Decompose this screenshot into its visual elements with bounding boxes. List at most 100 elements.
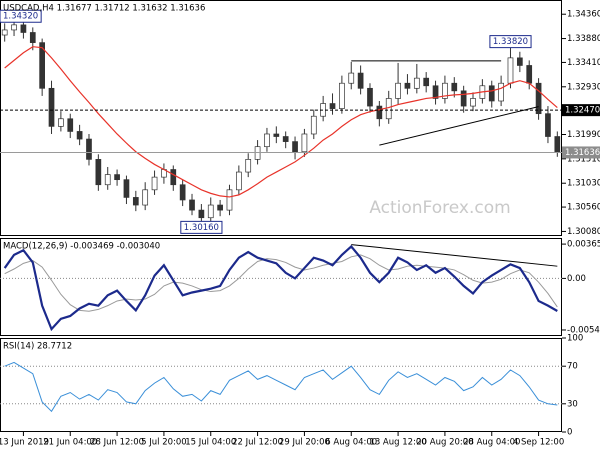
- annotation-box: [180, 220, 223, 234]
- candle-body: [423, 77, 430, 87]
- y-tick-label: 30: [567, 399, 578, 409]
- y-tick-label: 100: [567, 334, 583, 344]
- candle-body: [273, 133, 280, 137]
- candle-body: [264, 133, 270, 148]
- y-tick-label: 1.32930: [567, 82, 600, 92]
- candle-body: [20, 24, 27, 33]
- candle-body: [48, 87, 55, 127]
- y-tick-label: 1.30560: [567, 203, 600, 213]
- y-tick-label: 1.31510: [567, 154, 600, 164]
- candle-body: [339, 82, 345, 109]
- annotation-label: 1.34320: [3, 12, 38, 22]
- candle-body: [376, 105, 383, 120]
- candle-body: [179, 184, 186, 201]
- panel-frame: [0, 338, 562, 432]
- candle-body: [86, 138, 92, 160]
- panel-title: RSI(14) 28.7712: [3, 342, 72, 352]
- candle-body: [545, 113, 551, 137]
- panel-frame: [0, 238, 562, 336]
- candle-body: [385, 98, 392, 120]
- panel-title: USDCAD,H4 1.31677 1.31712 1.31632 1.3163…: [3, 4, 205, 14]
- candle-body: [170, 169, 177, 186]
- x-tick-label: 15 Jul 04:00: [185, 438, 236, 448]
- candle-body: [142, 189, 149, 206]
- candle-body: [1, 29, 8, 36]
- candle-body: [104, 174, 111, 186]
- price-label-box: [562, 146, 600, 159]
- y-tick-label: 0: [567, 428, 572, 438]
- candle-body: [132, 197, 139, 206]
- candle-body: [357, 72, 364, 89]
- candle-body: [114, 174, 120, 181]
- annotation-box: [0, 9, 42, 23]
- x-tick-label: 22 Jul 12:00: [232, 438, 283, 448]
- candle-body: [123, 179, 130, 198]
- x-tick-label: 29 Jul 20:00: [279, 438, 330, 448]
- y-tick-label: 1.34360: [567, 10, 600, 20]
- candle-body: [29, 32, 36, 43]
- y-tick-label: 1.30080: [567, 227, 600, 237]
- candle-body: [217, 204, 223, 211]
- price-label-box: [562, 104, 600, 117]
- candle-body: [292, 141, 298, 153]
- candle-body: [67, 118, 74, 132]
- candle-body: [329, 103, 336, 109]
- candle-body: [535, 82, 542, 115]
- series-line: [3, 244, 558, 332]
- candle-body: [189, 199, 195, 211]
- candle-body: [151, 176, 158, 191]
- candle-body: [413, 77, 420, 89]
- candle-body: [301, 133, 308, 153]
- series-line: [4, 254, 558, 312]
- candle-body: [282, 136, 289, 142]
- x-tick-label: 4 Sep 12:00: [513, 438, 564, 448]
- annotation-label: 1.33820: [493, 37, 528, 47]
- candle-body: [470, 98, 476, 107]
- candle-body: [526, 65, 533, 84]
- candle-body: [310, 115, 317, 135]
- watermark: ActionForex.com: [369, 198, 510, 218]
- candle-body: [39, 42, 46, 89]
- y-tick-label: 70: [567, 362, 578, 372]
- candle-body: [95, 159, 102, 186]
- x-tick-label: 28 Aug 04:00: [463, 438, 520, 448]
- candle-body: [76, 131, 83, 140]
- y-tick-label: 1.31990: [567, 130, 600, 140]
- y-tick-label: 1.31030: [567, 179, 600, 189]
- x-tick-label: 13 Jun 2019: [0, 438, 49, 448]
- trendline: [351, 244, 558, 267]
- candle-body: [395, 82, 401, 99]
- series-line: [4, 361, 558, 413]
- x-tick-label: 5 Jul 20:00: [141, 438, 187, 448]
- candle-body: [11, 24, 17, 31]
- candle-body: [488, 85, 495, 102]
- candle-body: [254, 146, 261, 160]
- candle-body: [516, 57, 523, 66]
- y-tick-label: -0.005489: [567, 325, 600, 335]
- moving-average: [4, 46, 558, 198]
- candle-body: [554, 136, 561, 153]
- x-tick-label: 13 Aug 12:00: [369, 438, 426, 448]
- candle-body: [498, 82, 504, 102]
- y-tick-label: 1.33880: [567, 34, 600, 44]
- candle-body: [432, 85, 439, 99]
- candle-body: [226, 189, 233, 211]
- candle-body: [236, 171, 242, 191]
- annotation-box: [489, 35, 532, 49]
- x-tick-label: 20 Aug 20:00: [416, 438, 473, 448]
- candle-body: [348, 72, 355, 84]
- candle-body: [367, 87, 373, 107]
- candle-body: [442, 82, 448, 99]
- y-tick-label: 0.00: [567, 274, 586, 284]
- panel-title: MACD(12,26,9) -0.003469 -0.003040: [3, 242, 160, 252]
- candle-body: [58, 118, 64, 127]
- candle-body: [198, 209, 205, 219]
- candle-body: [451, 82, 458, 92]
- x-tick-label: 21 Jun 04:00: [43, 438, 97, 448]
- panel-frame: [0, 0, 562, 236]
- trendline: [379, 106, 539, 146]
- price-label: 1.31636: [565, 148, 600, 158]
- y-tick-label: 1.33410: [567, 58, 600, 68]
- candle-body: [245, 159, 252, 173]
